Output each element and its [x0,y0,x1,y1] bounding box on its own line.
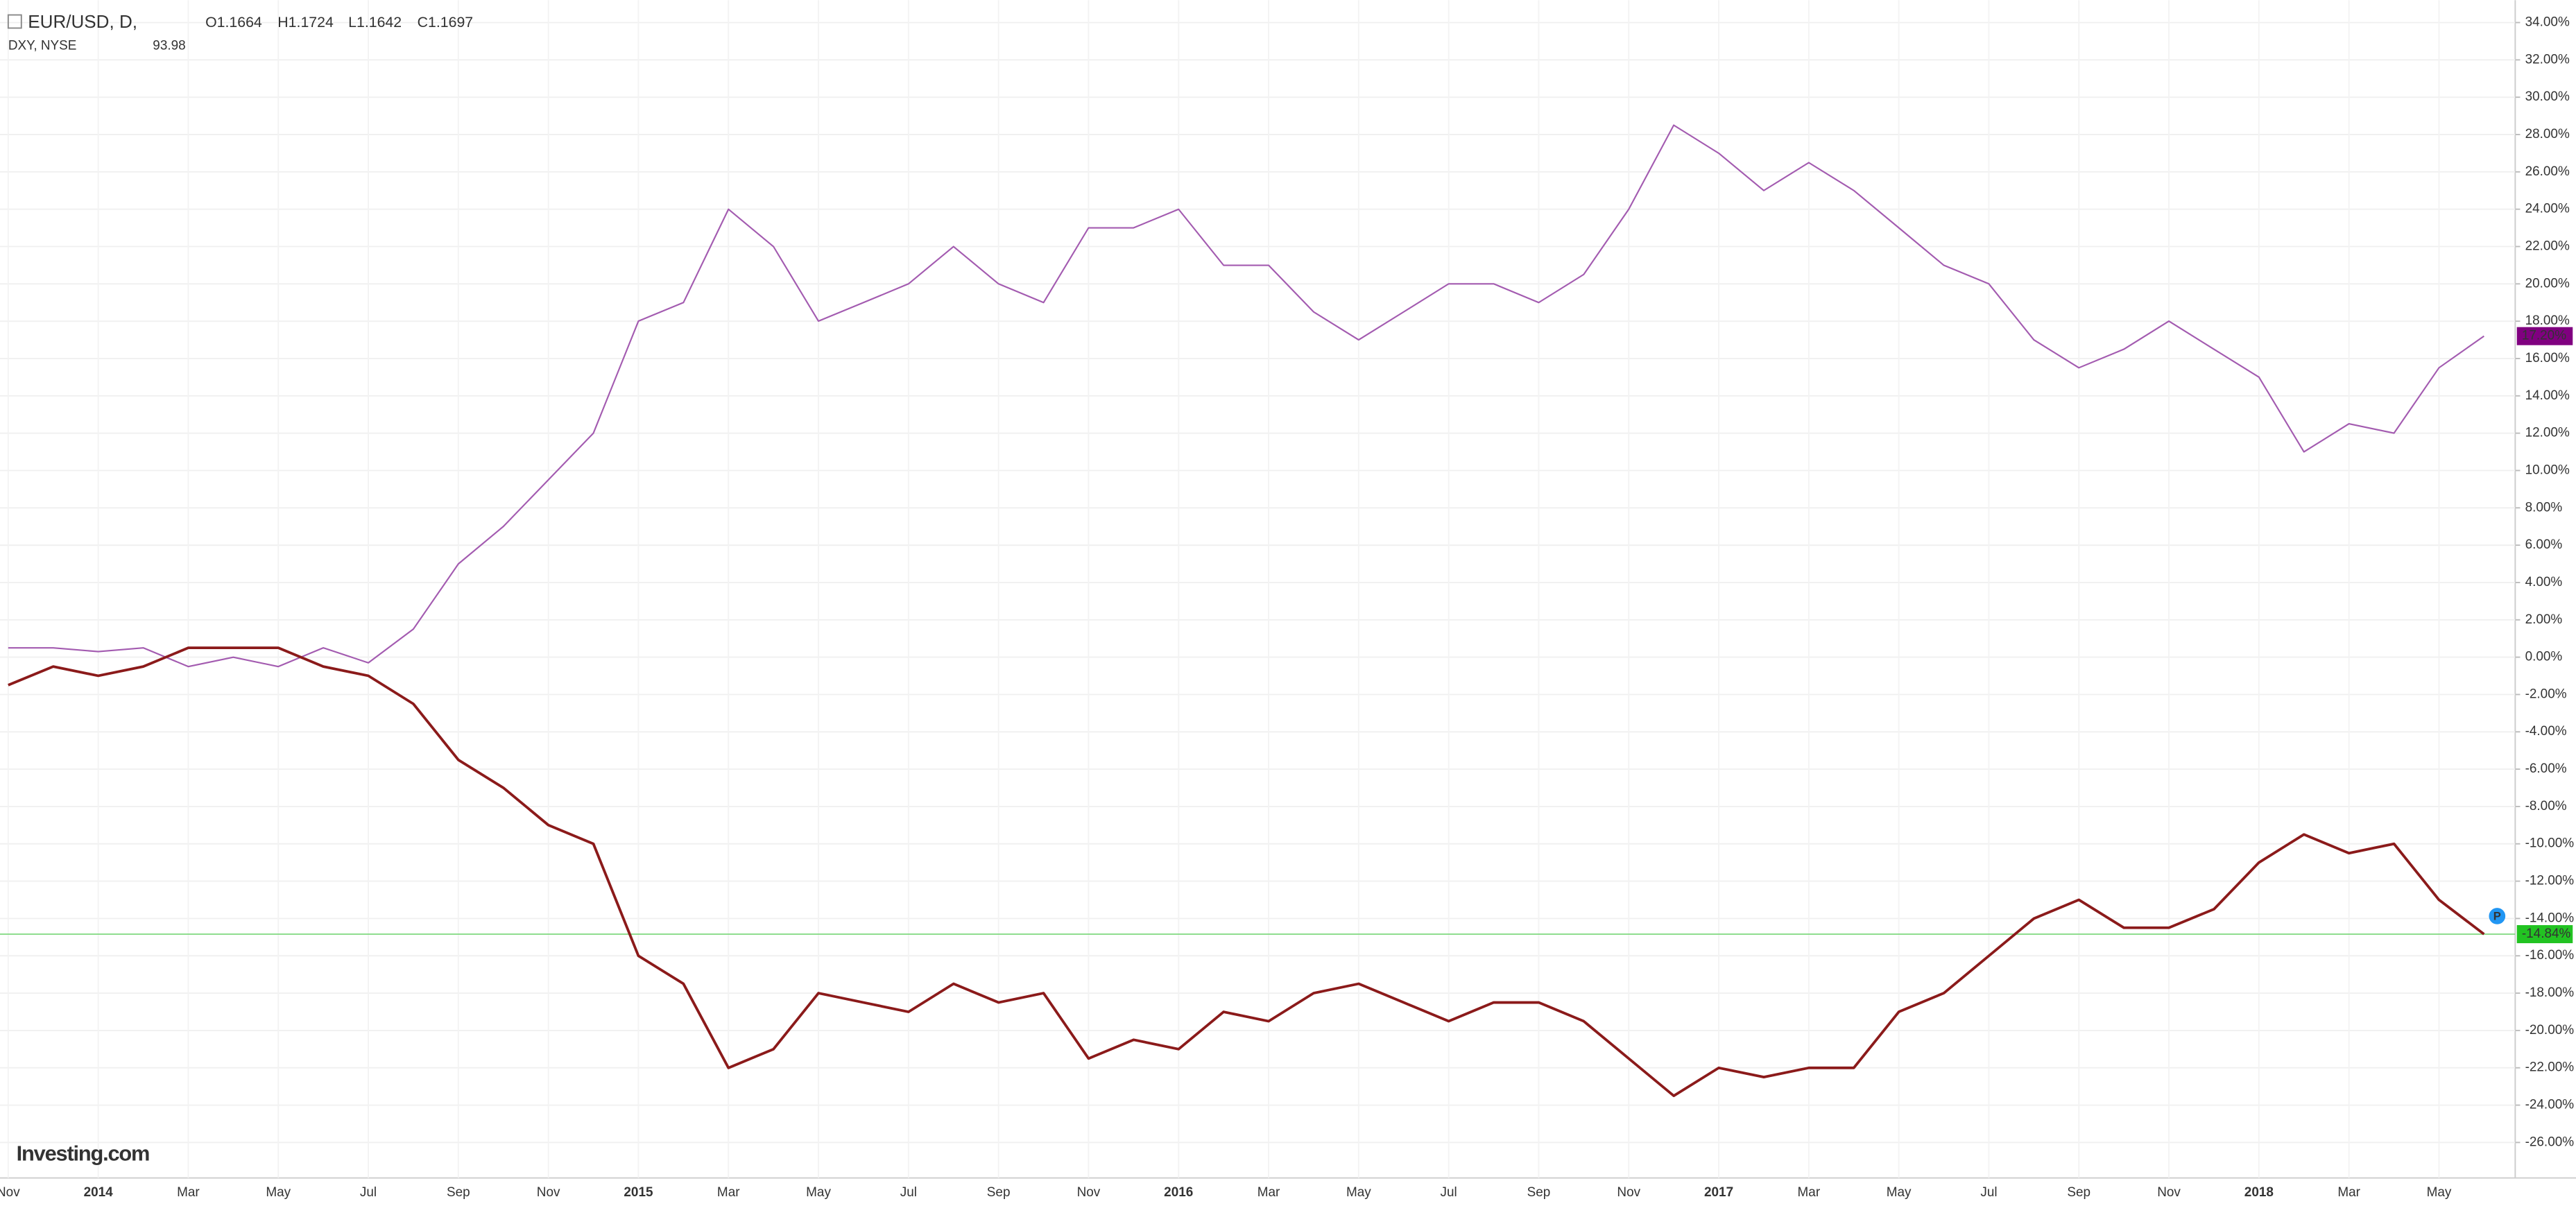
x-tick-label: Mar [1257,1185,1280,1200]
x-tick-label: Jul [360,1185,377,1200]
last-value-label: 17.20% [2522,329,2566,343]
x-tick-label: May [1887,1185,1912,1200]
x-tick-label: Sep [1527,1185,1551,1200]
y-tick-label: -22.00% [2525,1060,2575,1075]
y-tick-label: -18.00% [2525,985,2575,1000]
y-tick-label: -6.00% [2525,761,2567,776]
y-tick-label: 28.00% [2525,127,2570,141]
x-tick-label: May [1346,1185,1371,1200]
x-tick-label: Sep [987,1185,1011,1200]
ohlc-open: O1.1664 [205,14,262,31]
x-tick-label: Nov [1077,1185,1101,1200]
ohlc-low: L1.1642 [348,14,402,31]
y-tick-label: -12.00% [2525,874,2575,888]
last-value-badge [2516,327,2573,345]
x-tick-label: Nov [1617,1185,1640,1200]
x-tick-label: 2015 [624,1185,653,1200]
y-tick-label: 12.00% [2525,426,2570,440]
x-tick-label: 2018 [2244,1185,2274,1200]
y-tick-label: 16.00% [2525,351,2570,365]
y-tick-label: 32.00% [2525,52,2570,67]
y-tick-label: 20.00% [2525,276,2570,291]
y-tick-label: 30.00% [2525,89,2570,104]
y-tick-label: 24.00% [2525,202,2570,216]
legend: EUR/USD, D, O1.1664 H1.1724 L1.1642 C1.1… [7,11,474,53]
x-tick-label: Mar [177,1185,200,1200]
y-tick-label: -8.00% [2525,799,2567,813]
y-tick-label: 0.00% [2525,650,2563,664]
x-tick-label: Mar [1798,1185,1821,1200]
symbol-title: EUR/USD, D, [28,11,137,32]
marker-badge [2489,908,2506,924]
x-tick-label: Nov [537,1185,560,1200]
marker-label: P [2493,910,2501,923]
x-tick-label: Sep [447,1185,470,1200]
y-tick-label: -4.00% [2525,724,2567,739]
x-tick-label: 2014 [84,1185,114,1200]
y-tick-label: 34.00% [2525,15,2570,30]
x-tick-label: Jul [1441,1185,1457,1200]
x-tick-label: May [2427,1185,2452,1200]
logo: Investing.com [17,1141,150,1165]
x-tick-label: Jul [900,1185,917,1200]
y-tick-label: 18.00% [2525,313,2570,328]
compare-value: 93.98 [153,39,185,53]
y-tick-label: -14.00% [2525,911,2575,925]
x-tick-label: Nov [2157,1185,2181,1200]
x-tick-label: Jul [1980,1185,1997,1200]
y-tick-label: 4.00% [2525,575,2563,589]
y-tick-label: -2.00% [2525,687,2567,701]
x-tick-label: May [806,1185,831,1200]
ohlc-high: H1.1724 [277,14,334,31]
y-tick-label: -10.00% [2525,836,2575,851]
y-tick-label: -26.00% [2525,1135,2575,1149]
x-tick-label: 2016 [1164,1185,1193,1200]
last-value-badge [2516,924,2573,944]
y-tick-label: -16.00% [2525,948,2575,963]
y-tick-label: 22.00% [2525,239,2570,253]
x-tick-label: Sep [2067,1185,2090,1200]
x-tick-label: Mar [2337,1185,2360,1200]
x-tick-label: 2017 [1704,1185,1733,1200]
y-tick-label: 14.00% [2525,388,2570,403]
x-tick-label: Nov [0,1185,20,1200]
y-tick-label: -24.00% [2525,1098,2575,1112]
series-line [8,646,2485,1097]
axis-labels: 34.00% 32.00% 30.00% 28.00% 26.00% 24.00% 22.0… [0,15,2574,1200]
y-tick-label: 2.00% [2525,612,2563,627]
grid [0,0,2516,1178]
y-tick-label: 10.00% [2525,463,2570,477]
x-tick-label: Mar [717,1185,740,1200]
y-tick-label: 26.00% [2525,164,2570,179]
y-tick-label: 6.00% [2525,537,2563,552]
plot [0,124,2516,1097]
collapse-icon[interactable] [7,14,22,29]
x-tick-label: May [266,1185,291,1200]
y-tick-label: 8.00% [2525,500,2563,515]
last-value-label: -14.84% [2522,927,2571,941]
compare-symbol: DXY, NYSE [8,39,77,53]
y-tick-label: -20.00% [2525,1023,2575,1037]
ohlc-close: C1.1697 [418,14,474,31]
series-line [8,124,2484,668]
